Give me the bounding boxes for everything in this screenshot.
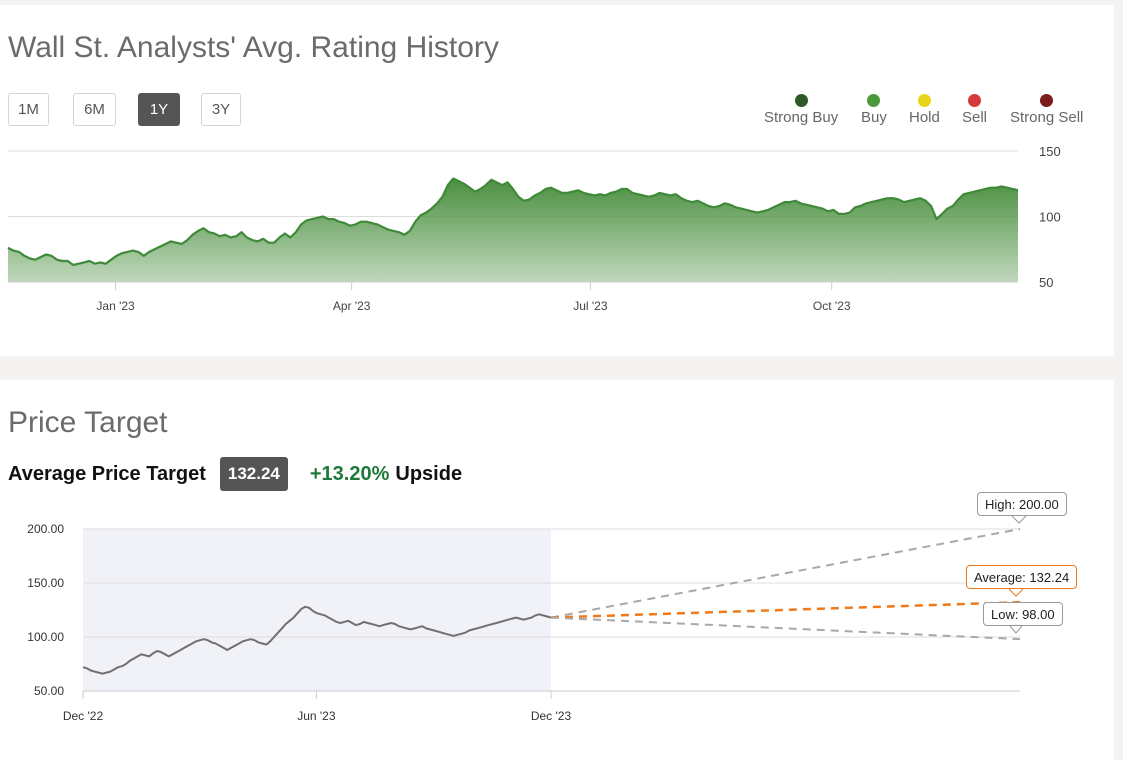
y-tick-label: 150 (1039, 144, 1061, 159)
average-price-target-row: Average Price Target 132.24 +13.20% Upsi… (8, 456, 462, 492)
price-history-line (82, 605, 552, 675)
x-tick-label: Oct '23 (813, 299, 851, 313)
y-tick-label: 150.00 (27, 576, 64, 590)
x-tick-label: Jan '23 (96, 299, 135, 313)
y-tick-label: 100 (1039, 210, 1061, 225)
price-target-card: Price Target Average Price Target 132.24… (0, 380, 1114, 760)
average-price-target-badge: 132.24 (219, 457, 288, 491)
legend-dot-icon (1040, 94, 1054, 107)
legend-strong-buy[interactable]: Strong Buy (764, 94, 838, 126)
range-1m-button[interactable]: 1M (8, 93, 49, 126)
x-tick-label: Jun '23 (297, 709, 336, 723)
upside-label: Upside (395, 462, 463, 485)
average-target-callout: Average: 132.24 (966, 565, 1078, 589)
high-projection-line (550, 528, 1021, 619)
x-tick-label: Apr '23 (333, 299, 371, 313)
legend-buy[interactable]: Buy (861, 94, 887, 126)
x-tick-label: Dec '23 (531, 709, 572, 723)
x-tick-label: Dec '22 (63, 709, 104, 723)
legend-label: Hold (909, 109, 940, 126)
legend-hold[interactable]: Hold (909, 94, 940, 126)
average-price-target-label: Average Price Target (8, 462, 206, 485)
x-tick-label: Jul '23 (573, 299, 608, 313)
range-1y-button[interactable]: 1Y (138, 93, 180, 126)
legend-label: Buy (861, 109, 887, 126)
legend-sell[interactable]: Sell (962, 94, 987, 126)
legend-label: Strong Sell (1010, 109, 1084, 126)
range-3y-button[interactable]: 3Y (201, 93, 241, 126)
rating-history-chart: 150 100 50 Jan '23 Apr '23 Jul '23 Oct '23 (7, 144, 1061, 313)
legend-label: Strong Buy (764, 109, 839, 126)
rating-history-title: Wall St. Analysts' Avg. Rating History (8, 31, 499, 64)
legend-dot-icon (968, 94, 981, 107)
legend-label: Sell (962, 109, 988, 126)
upside-percentage: +13.20% (309, 462, 390, 485)
y-tick-label: 50.00 (34, 684, 64, 698)
low-target-callout: Low: 98.00 (983, 602, 1063, 626)
history-band (83, 529, 551, 691)
rating-area (8, 178, 1018, 282)
low-projection-line (550, 616, 1021, 641)
legend-dot-icon (794, 94, 808, 107)
rating-history-card: Wall St. Analysts' Avg. Rating History 1… (0, 5, 1114, 356)
low-callout-pointer (1009, 625, 1023, 634)
y-tick-label: 100.00 (27, 630, 64, 644)
legend-strong-sell[interactable]: Strong Sell (1010, 94, 1083, 126)
average-callout-pointer (1008, 588, 1024, 597)
legend-dot-icon (867, 94, 881, 107)
legend-dot-icon (917, 94, 931, 107)
price-target-chart: 200.00 150.00 100.00 50.00 Dec '22 Jun '23 Dec… (27, 515, 1027, 723)
high-target-callout: High: 200.00 (977, 492, 1067, 516)
high-callout-pointer (1011, 515, 1027, 524)
rating-line (7, 177, 1019, 267)
y-tick-label: 50 (1039, 275, 1053, 290)
price-target-title: Price Target (8, 406, 168, 439)
range-6m-button[interactable]: 6M (73, 93, 116, 126)
y-tick-label: 200.00 (27, 522, 64, 536)
